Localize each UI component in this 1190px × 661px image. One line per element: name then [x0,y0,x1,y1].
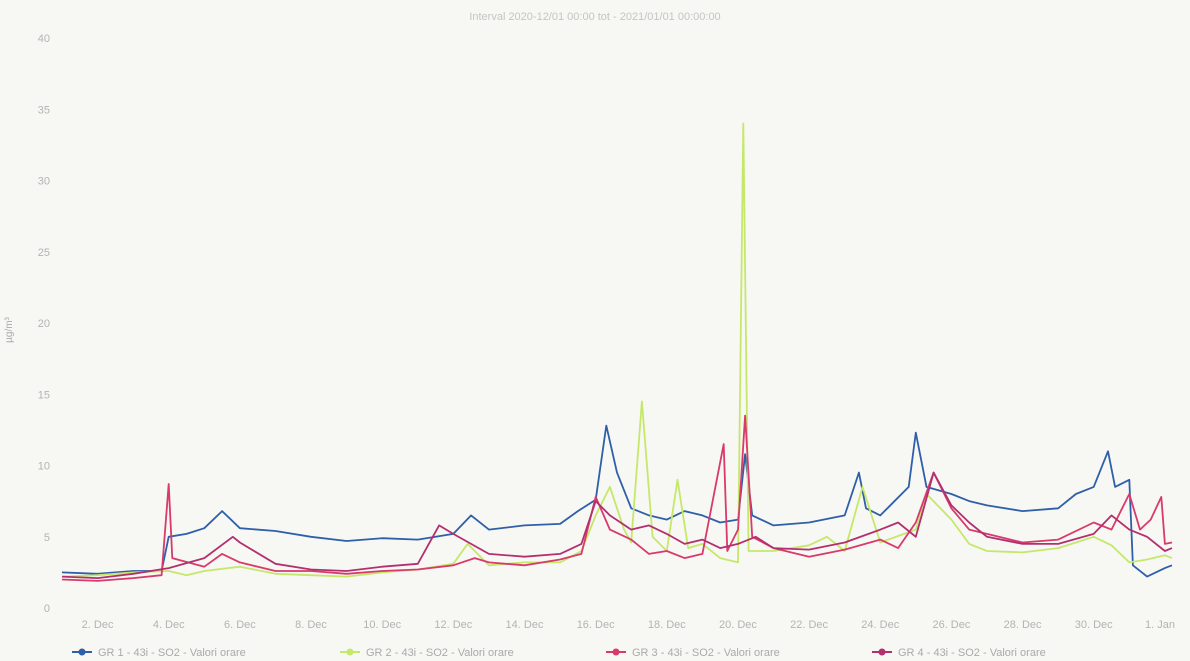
chart-title: Interval 2020-12/01 00:00 tot - 2021/01/… [469,11,720,23]
legend-marker [878,648,886,656]
x-tick-label: 28. Dec [1004,619,1042,631]
legend[interactable]: GR 1 - 43i - SO2 - Valori orare GR 2 - 43… [72,647,1046,659]
x-tick-label: 26. Dec [932,619,970,631]
y-tick-label: 40 [38,33,50,45]
x-tick-label: 20. Dec [719,619,757,631]
legend-item-gr1[interactable]: GR 1 - 43i - SO2 - Valori orare [72,647,246,659]
legend-item-gr2[interactable]: GR 2 - 43i - SO2 - Valori orare [340,647,514,659]
legend-label: GR 3 - 43i - SO2 - Valori orare [632,647,780,659]
x-tick-label: 30. Dec [1075,619,1113,631]
series-line-gr2 [61,122,1173,578]
axes: 0 5 10 15 20 25 30 35 40 2. Dec 4. Dec 6. Dec 8. Dec… [38,33,1175,631]
legend-item-gr4[interactable]: GR 4 - 43i - SO2 - Valori orare [872,647,1046,659]
y-tick-label: 25 [38,247,50,259]
x-tick-label: 4. Dec [153,619,185,631]
legend-marker [78,648,86,656]
series-line-gr4 [61,471,1173,579]
y-tick-label: 35 [38,104,50,116]
legend-label: GR 2 - 43i - SO2 - Valori orare [366,647,514,659]
x-tick-label: 22. Dec [790,619,828,631]
y-tick-label: 5 [44,532,50,544]
legend-label: GR 1 - 43i - SO2 - Valori orare [98,647,246,659]
y-axis-label: µg/m³ [4,316,15,342]
x-tick-label: 14. Dec [506,619,544,631]
y-tick-label: 10 [38,461,50,473]
legend-marker [346,648,354,656]
y-tick-label: 15 [38,389,50,401]
legend-item-gr3[interactable]: GR 3 - 43i - SO2 - Valori orare [606,647,780,659]
x-tick-label: 18. Dec [648,619,686,631]
y-tick-label: 20 [38,318,50,330]
x-tick-label: 6. Dec [224,619,256,631]
y-tick-label: 30 [38,176,50,188]
series-line-gr1 [61,424,1173,578]
legend-marker [612,648,620,656]
x-tick-label: 8. Dec [295,619,327,631]
legend-label: GR 4 - 43i - SO2 - Valori orare [898,647,1046,659]
x-tick-label: 24. Dec [861,619,899,631]
x-tick-label: 2. Dec [82,619,114,631]
x-tick-label: 1. Jan [1145,619,1175,631]
series-layer [61,122,1173,582]
x-tick-label: 10. Dec [363,619,401,631]
x-tick-label: 16. Dec [577,619,615,631]
x-tick-label: 12. Dec [434,619,472,631]
y-tick-label: 0 [44,603,50,615]
series-line-gr3 [61,414,1173,582]
